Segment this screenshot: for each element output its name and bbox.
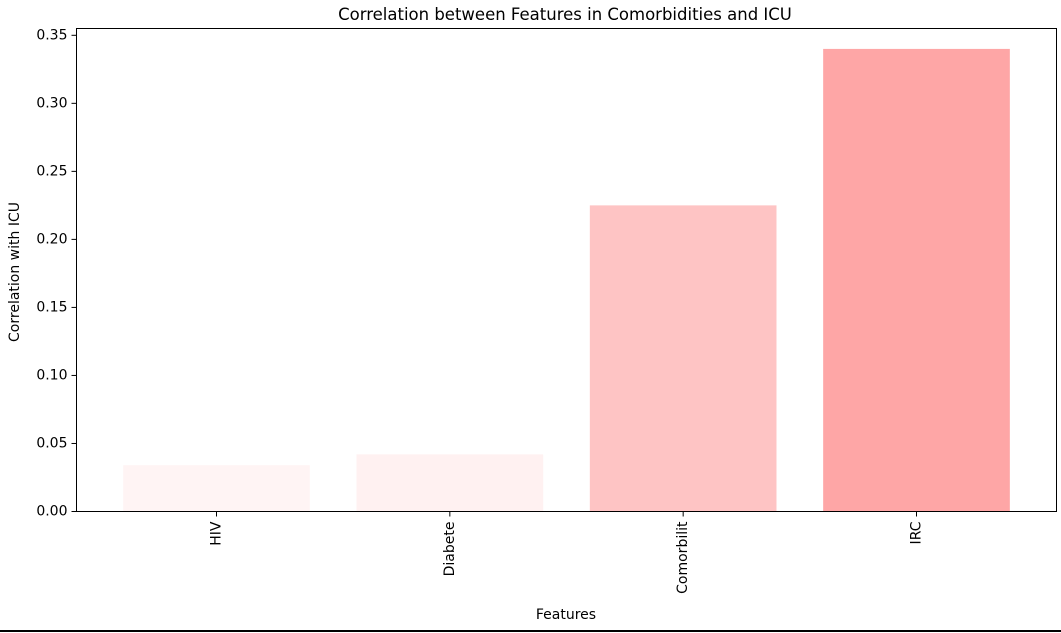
y-ticks-layer: 0.00 0.05 0.10 0.15 0.20 0.25 0.30 0.35 bbox=[36, 27, 77, 520]
y-tick-label: 0.05 bbox=[36, 435, 67, 451]
y-tick-label: 0.20 bbox=[36, 231, 67, 247]
y-tick-label: 0.00 bbox=[36, 504, 67, 520]
bar-diabete bbox=[356, 454, 544, 512]
bottom-divider bbox=[0, 630, 1061, 632]
bar-hiv bbox=[123, 465, 310, 512]
x-tick-label: Comorbilit bbox=[675, 521, 691, 594]
bar-comorbilit bbox=[589, 205, 777, 512]
x-tick-label: Diabete bbox=[442, 522, 458, 577]
bars-layer bbox=[123, 48, 1010, 512]
chart-title: Correlation between Features in Comorbid… bbox=[338, 5, 792, 24]
plot-frame bbox=[76, 28, 1057, 512]
y-tick-label: 0.35 bbox=[36, 27, 67, 43]
y-tick-label: 0.15 bbox=[36, 299, 67, 315]
x-tick-label: HIV bbox=[209, 521, 225, 546]
x-axis-title: Features bbox=[536, 607, 596, 623]
bar-irc bbox=[823, 48, 1010, 512]
x-tick-label: IRC bbox=[909, 521, 925, 544]
y-tick-label: 0.25 bbox=[36, 163, 67, 179]
y-axis-title: Correlation with ICU bbox=[7, 202, 23, 342]
x-ticks-layer: HIV Diabete Comorbilit IRC bbox=[209, 511, 925, 594]
y-tick-label: 0.10 bbox=[36, 367, 67, 383]
y-tick-label: 0.30 bbox=[36, 95, 67, 111]
